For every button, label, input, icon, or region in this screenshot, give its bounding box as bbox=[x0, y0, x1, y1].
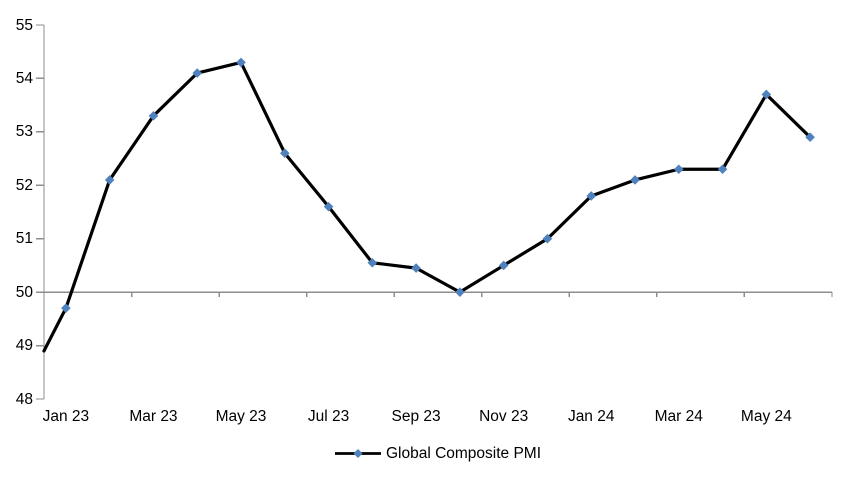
x-axis-tick-label: Mar 24 bbox=[654, 408, 703, 425]
data-point-marker bbox=[61, 303, 71, 313]
data-point-marker bbox=[630, 175, 640, 185]
x-axis-tick-label: May 23 bbox=[215, 408, 267, 425]
y-axis-tick-label: 51 bbox=[15, 230, 33, 248]
y-axis-tick-label: 55 bbox=[15, 16, 33, 34]
x-axis-tick-label: Mar 23 bbox=[129, 408, 178, 425]
y-axis bbox=[36, 24, 45, 400]
data-point-marker bbox=[148, 111, 159, 121]
legend-diamond-marker-icon bbox=[353, 449, 363, 458]
y-axis-tick-label: 53 bbox=[15, 123, 33, 141]
x-axis-tick-label: Nov 23 bbox=[479, 408, 529, 425]
data-point-marker bbox=[367, 257, 378, 268]
x-axis-tick-label: May 24 bbox=[740, 408, 792, 425]
x-axis-line-at-50 bbox=[44, 291, 833, 298]
data-point-marker bbox=[455, 287, 465, 297]
legend-line-marker-icon bbox=[334, 449, 381, 458]
pmi-series-markers bbox=[61, 57, 815, 313]
data-point-marker bbox=[542, 233, 553, 244]
y-axis-tick-label: 54 bbox=[15, 69, 33, 87]
x-axis-tick-label: Sep 23 bbox=[391, 408, 441, 425]
y-axis-tick-label: 52 bbox=[15, 176, 33, 194]
data-point-marker bbox=[805, 132, 815, 142]
x-axis-tick-label: Jan 23 bbox=[42, 408, 90, 425]
data-point-marker bbox=[279, 148, 290, 159]
y-axis-tick-label: 49 bbox=[15, 337, 33, 355]
pmi-series-line bbox=[42, 60, 812, 353]
data-point-marker bbox=[411, 263, 421, 273]
x-axis-tick-label: Jul 23 bbox=[307, 408, 350, 425]
data-point-marker bbox=[673, 164, 684, 175]
x-axis-tick-label: Jan 24 bbox=[567, 408, 615, 425]
data-point-marker bbox=[323, 201, 334, 212]
data-point-marker bbox=[192, 68, 203, 78]
y-axis-tick-label: 48 bbox=[15, 390, 33, 408]
data-point-marker bbox=[104, 175, 115, 185]
legend-label: Global Composite PMI bbox=[385, 445, 542, 462]
legend: Global Composite PMI bbox=[44, 444, 832, 463]
data-point-marker bbox=[761, 89, 772, 100]
y-axis-tick-label: 50 bbox=[15, 283, 33, 301]
data-point-marker bbox=[236, 57, 246, 68]
data-point-marker bbox=[717, 164, 728, 175]
data-point-marker bbox=[586, 191, 597, 201]
data-point-marker bbox=[498, 260, 509, 271]
